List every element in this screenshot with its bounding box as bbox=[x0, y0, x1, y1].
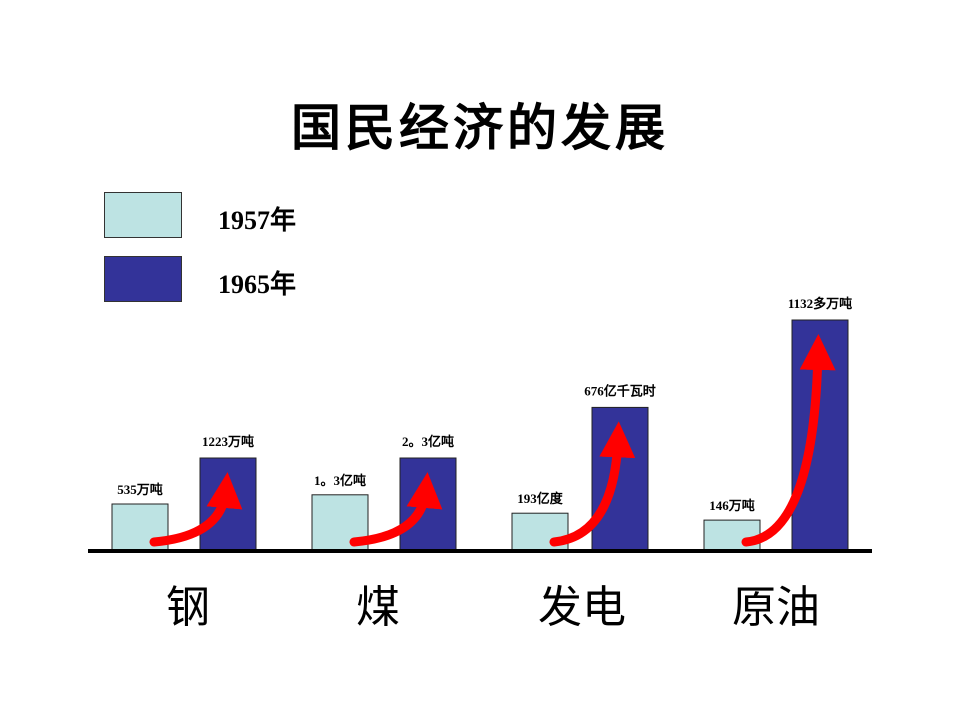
data-label-1965-0: 1223万吨 bbox=[202, 434, 254, 449]
legend-swatch-1965 bbox=[104, 256, 182, 302]
category-label-3: 原油 bbox=[732, 582, 820, 633]
growth-arrow-0 bbox=[149, 472, 243, 547]
growth-arrow-3 bbox=[741, 334, 836, 547]
data-label-1965-3: 1132多万吨 bbox=[788, 296, 852, 311]
data-label-1957-2: 193亿度 bbox=[517, 491, 564, 506]
data-label-1957-3: 146万吨 bbox=[709, 498, 755, 513]
legend-label-1957: 1957年 bbox=[218, 206, 297, 235]
data-label-1965-2: 676亿千瓦时 bbox=[584, 383, 656, 398]
bar-1965-2 bbox=[591, 406, 649, 551]
bar-1957-1 bbox=[311, 494, 369, 551]
growth-arrow-2 bbox=[549, 421, 636, 547]
category-label-0: 钢 bbox=[166, 582, 210, 633]
data-label-1957-0: 535万吨 bbox=[117, 482, 163, 497]
bar-1965-1 bbox=[399, 457, 457, 551]
data-label-1965-1: 2。3亿吨 bbox=[402, 434, 454, 449]
category-label-2: 发电 bbox=[538, 582, 626, 633]
growth-arrow-1 bbox=[349, 472, 443, 547]
legend-label-1965: 1965年 bbox=[218, 270, 297, 299]
bar-1965-0 bbox=[199, 457, 257, 551]
category-label-1: 煤 bbox=[356, 582, 400, 633]
data-label-1957-1: 1。3亿吨 bbox=[314, 473, 366, 488]
page-title: 国民经济的发展 bbox=[291, 99, 669, 157]
legend-swatch-1957 bbox=[104, 192, 182, 238]
